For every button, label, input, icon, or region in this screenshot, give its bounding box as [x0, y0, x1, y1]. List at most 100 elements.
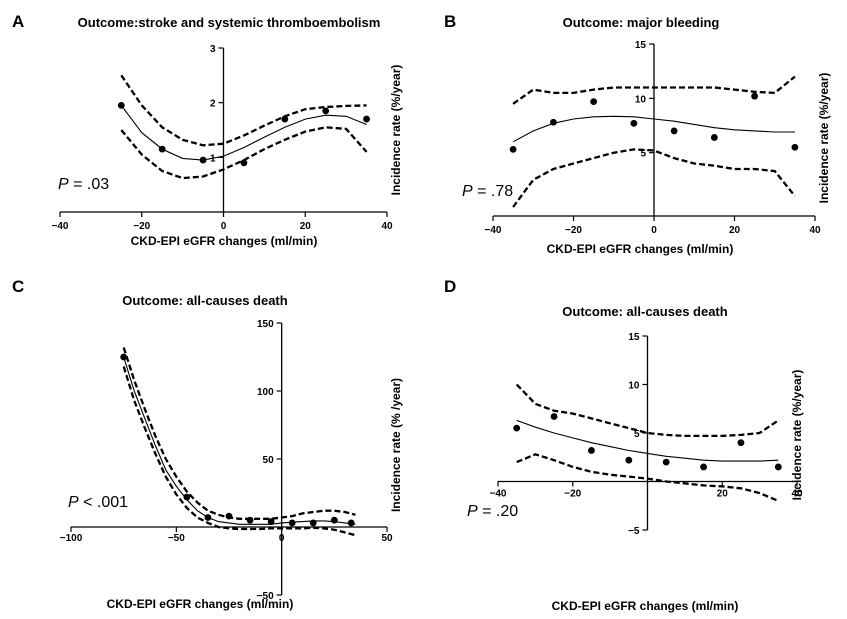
- x-tick-label: −50: [168, 533, 185, 544]
- x-tick-label: 20: [729, 225, 741, 236]
- data-point: [590, 98, 598, 105]
- data-point: [791, 143, 799, 151]
- panel-d: D Outcome: all-causes death −40 −20 20 40 −5 5 1…: [444, 277, 804, 613]
- x-tick-label: 40: [809, 225, 821, 236]
- panel-label: C: [12, 277, 24, 296]
- chart-title: Outcome:stroke and systemic thromboembol…: [78, 15, 381, 30]
- data-point: [330, 516, 338, 524]
- x-tick-label: −40: [52, 221, 69, 232]
- fit-line: [123, 356, 356, 525]
- x-axis-label: CKD-EPI eGFR changes (ml/min): [552, 599, 739, 613]
- panel-label: A: [12, 12, 24, 31]
- panel-label: D: [444, 277, 456, 296]
- y-axis-label: Incidence rate (%/year): [817, 73, 831, 204]
- panel-label: B: [444, 12, 456, 31]
- ci-lower-line: [516, 453, 779, 502]
- y-axis-label: Incidence rate (%/year): [790, 370, 804, 501]
- ci-lower-line: [122, 366, 356, 537]
- y-tick-label: 10: [628, 381, 640, 392]
- data-point: [700, 463, 707, 471]
- data-point: [246, 516, 254, 524]
- y-tick-label: −5: [628, 526, 640, 537]
- data-point: [588, 447, 595, 454]
- ci-upper-line: [122, 347, 356, 520]
- y-tick-label: 1: [210, 153, 216, 164]
- x-tick-label: 0: [221, 221, 227, 232]
- y-axis-label: Incidence rate (%/year): [389, 65, 403, 196]
- chart-title: Outcome: all-causes death: [122, 293, 287, 308]
- ci-lower-line: [512, 148, 796, 208]
- data-point: [513, 424, 521, 432]
- fit-line: [120, 105, 367, 161]
- x-tick-label: −100: [60, 533, 83, 544]
- x-tick-label: 40: [381, 221, 393, 232]
- p-value: P = .03: [58, 176, 109, 193]
- data-point: [363, 115, 370, 123]
- data-point: [737, 439, 745, 447]
- y-tick-label: −50: [257, 591, 274, 602]
- data-point: [199, 156, 207, 164]
- panel-c: C Outcome: all-causes death −100 −50 0 50 −50 5…: [12, 277, 403, 611]
- x-tick-label: 0: [651, 225, 657, 236]
- fit-line: [516, 419, 779, 462]
- x-tick-label: 40: [791, 489, 803, 500]
- data-point: [347, 519, 355, 527]
- x-tick-label: −20: [564, 489, 581, 500]
- x-axis-label: CKD-EPI eGFR changes (ml/min): [107, 597, 294, 611]
- ci-upper-line: [515, 383, 779, 438]
- x-tick-label: −40: [490, 489, 507, 500]
- y-tick-label: 10: [635, 94, 647, 105]
- data-point: [549, 118, 557, 126]
- panel-a: A Outcome:stroke and systemic thromboembo…: [12, 12, 403, 248]
- data-point: [158, 145, 166, 153]
- ci-upper-line: [120, 74, 367, 147]
- x-tick-label: 0: [279, 533, 285, 544]
- ci-upper-line: [512, 75, 796, 105]
- data-point: [288, 519, 296, 527]
- data-point: [204, 514, 212, 521]
- data-point: [117, 102, 125, 109]
- data-point: [670, 127, 678, 135]
- data-point: [774, 463, 782, 471]
- x-tick-label: 20: [717, 489, 729, 500]
- p-value: P = .78: [462, 183, 513, 200]
- panel-b: B Outcome: major bleeding −40 −20 0 20 40 5 10 15…: [444, 12, 831, 256]
- y-tick-label: 5: [634, 429, 640, 440]
- data-point: [183, 493, 191, 501]
- p-value: P = .20: [467, 503, 518, 520]
- x-tick-label: 20: [300, 221, 312, 232]
- data-point: [662, 458, 670, 466]
- x-tick-label: −20: [565, 225, 582, 236]
- chart-title: Outcome: all-causes death: [562, 304, 727, 319]
- data-point: [309, 519, 317, 527]
- y-tick-label: 150: [257, 319, 274, 330]
- data-point: [710, 134, 718, 141]
- y-tick-label: 15: [628, 332, 640, 343]
- data-point: [225, 512, 233, 520]
- y-tick-label: 50: [263, 455, 275, 466]
- data-point: [281, 115, 289, 123]
- y-tick-label: 100: [257, 387, 274, 398]
- y-tick-label: 15: [635, 40, 647, 51]
- x-tick-label: −40: [485, 225, 502, 236]
- x-axis-label: CKD-EPI eGFR changes (ml/min): [547, 242, 734, 256]
- data-point: [630, 119, 638, 127]
- fit-line: [512, 115, 795, 143]
- y-tick-label: 5: [640, 149, 646, 160]
- data-point: [751, 92, 759, 100]
- x-tick-label: −20: [133, 221, 150, 232]
- data-point: [322, 107, 330, 115]
- data-point: [120, 353, 128, 361]
- data-point: [509, 146, 517, 153]
- y-tick-label: 3: [210, 44, 216, 55]
- data-point: [267, 518, 275, 525]
- y-axis-label: Incidence rate (% /year): [389, 378, 403, 512]
- x-axis-label: CKD-EPI eGFR changes (ml/min): [131, 234, 318, 248]
- chart-title: Outcome: major bleeding: [563, 15, 720, 30]
- data-point: [625, 456, 633, 464]
- y-tick-label: 2: [210, 99, 216, 110]
- x-tick-label: 50: [381, 533, 393, 544]
- data-point: [550, 413, 558, 420]
- data-point: [240, 159, 248, 167]
